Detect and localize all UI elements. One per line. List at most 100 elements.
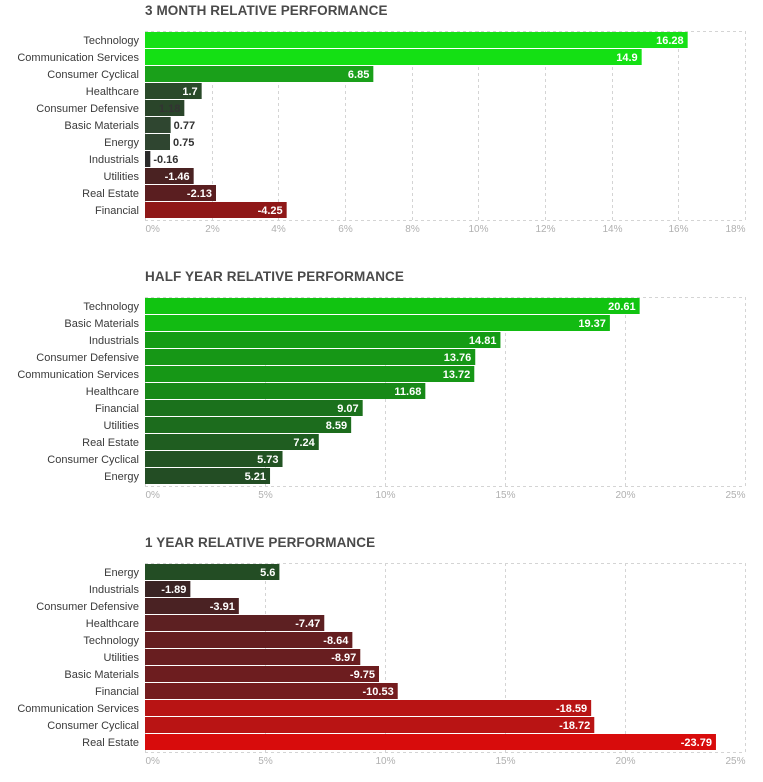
bar-consumer-cyclical[interactable] [145, 451, 283, 467]
value-label: 14.9 [616, 52, 637, 64]
value-label: -2.13 [187, 188, 212, 200]
category-label: Consumer Defensive [36, 103, 139, 115]
bar-energy[interactable] [145, 468, 271, 484]
bar-consumer-defensive[interactable] [145, 598, 239, 614]
value-label: 5.21 [245, 471, 266, 483]
value-label: 1.18 [159, 103, 180, 115]
x-tick-label: 20% [615, 756, 635, 767]
bar-industrials[interactable] [145, 332, 501, 348]
value-label: -0.16 [153, 154, 178, 166]
value-label: 11.68 [394, 386, 421, 398]
x-tick-label: 25% [725, 756, 745, 767]
bar-healthcare[interactable] [145, 83, 202, 99]
bar-energy[interactable] [145, 134, 170, 150]
category-label: Consumer Cyclical [47, 454, 139, 466]
value-label: -1.46 [165, 171, 190, 183]
category-label: Consumer Cyclical [47, 69, 139, 81]
bar-energy[interactable] [145, 564, 280, 580]
x-tick-label: 5% [258, 490, 273, 501]
category-label: Consumer Cyclical [47, 720, 139, 732]
category-label: Utilities [104, 420, 140, 432]
category-label: Industrials [89, 335, 140, 347]
category-label: Communication Services [17, 703, 139, 715]
x-tick-label: 6% [338, 224, 353, 235]
bar-technology[interactable] [145, 298, 640, 314]
bar-industrials[interactable] [145, 151, 151, 167]
x-tick-label: 10% [375, 756, 395, 767]
bar-basic-materials[interactable] [145, 666, 379, 682]
value-label: 1.7 [182, 86, 197, 98]
chart-3-month: 3 MONTH RELATIVE PERFORMANCE 0% 2% 4% 6% 8% 1… [0, 0, 763, 250]
bar-technology[interactable] [145, 632, 353, 648]
bar-consumer-cyclical[interactable] [145, 66, 374, 82]
value-label: 5.73 [257, 454, 278, 466]
value-label: 20.61 [608, 301, 636, 313]
x-tick-label: 10% [468, 224, 488, 235]
x-tick-label: 16% [668, 224, 688, 235]
bar-financial[interactable] [145, 400, 363, 416]
chart-title: 1 YEAR RELATIVE PERFORMANCE [145, 535, 376, 550]
bar-communication-services[interactable] [145, 700, 592, 716]
value-label: -1.89 [161, 584, 186, 596]
value-label: 16.28 [656, 35, 684, 47]
bar-communication-services[interactable] [145, 49, 642, 65]
bar-utilities[interactable] [145, 417, 352, 433]
chart-half-year-svg: 0% 5% 10% 15% 20% 25% Technology 20.61 Basic Mat… [17, 297, 746, 501]
value-label: -4.25 [258, 205, 283, 217]
category-label: Communication Services [17, 52, 139, 64]
bar-basic-materials[interactable] [145, 117, 171, 133]
value-label: 0.75 [173, 137, 194, 149]
bar-consumer-defensive[interactable] [145, 100, 185, 116]
category-label: Healthcare [86, 86, 139, 98]
value-label: -7.47 [295, 618, 320, 630]
bar-real-estate[interactable] [145, 185, 216, 201]
x-tick-label: 14% [602, 224, 622, 235]
x-tick-label: 15% [495, 490, 515, 501]
value-label: -3.91 [210, 601, 235, 613]
chart-3-month-svg: 0% 2% 4% 6% 8% 10% 12% 14% 16% 18% Technology 16.28… [17, 31, 746, 235]
bar-financial[interactable] [145, 683, 398, 699]
category-label: Technology [83, 635, 139, 647]
x-tick-label: 8% [405, 224, 420, 235]
x-tick-label: 20% [615, 490, 635, 501]
bar-industrials[interactable] [145, 581, 191, 597]
value-label: 13.76 [444, 352, 472, 364]
x-tick-label: 2% [205, 224, 220, 235]
category-label: Consumer Defensive [36, 601, 139, 613]
bar-real-estate[interactable] [145, 734, 716, 750]
value-label: 0.77 [174, 120, 195, 132]
bar-utilities[interactable] [145, 649, 361, 665]
x-tick-label: 12% [535, 224, 555, 235]
category-label: Energy [104, 137, 139, 149]
value-label: 14.81 [469, 335, 497, 347]
category-label: Communication Services [17, 369, 139, 381]
bar-real-estate[interactable] [145, 434, 319, 450]
bar-basic-materials[interactable] [145, 315, 610, 331]
bar-healthcare[interactable] [145, 615, 325, 631]
category-label: Industrials [89, 584, 140, 596]
x-tick-label: 5% [258, 756, 273, 767]
value-label: 8.59 [326, 420, 347, 432]
value-label: 7.24 [293, 437, 315, 449]
category-label: Real Estate [82, 188, 139, 200]
chart-title: HALF YEAR RELATIVE PERFORMANCE [145, 269, 405, 284]
category-label: Real Estate [82, 437, 139, 449]
bar-communication-services[interactable] [145, 366, 475, 382]
category-label: Basic Materials [64, 318, 139, 330]
value-label: 5.6 [260, 567, 275, 579]
chart-1-year: 1 YEAR RELATIVE PERFORMANCE 0% 5% 10% 15% 20… [0, 532, 763, 782]
category-label: Financial [95, 686, 139, 698]
category-label: Utilities [104, 171, 140, 183]
bar-utilities[interactable] [145, 168, 194, 184]
value-label: -10.53 [363, 686, 394, 698]
category-label: Financial [95, 403, 139, 415]
category-label: Consumer Defensive [36, 352, 139, 364]
bar-healthcare[interactable] [145, 383, 426, 399]
bar-consumer-defensive[interactable] [145, 349, 476, 365]
category-label: Energy [104, 471, 139, 483]
bar-consumer-cyclical[interactable] [145, 717, 595, 733]
value-label: -8.64 [323, 635, 349, 647]
bar-financial[interactable] [145, 202, 287, 218]
bar-technology[interactable] [145, 32, 688, 48]
value-label: -18.72 [559, 720, 590, 732]
